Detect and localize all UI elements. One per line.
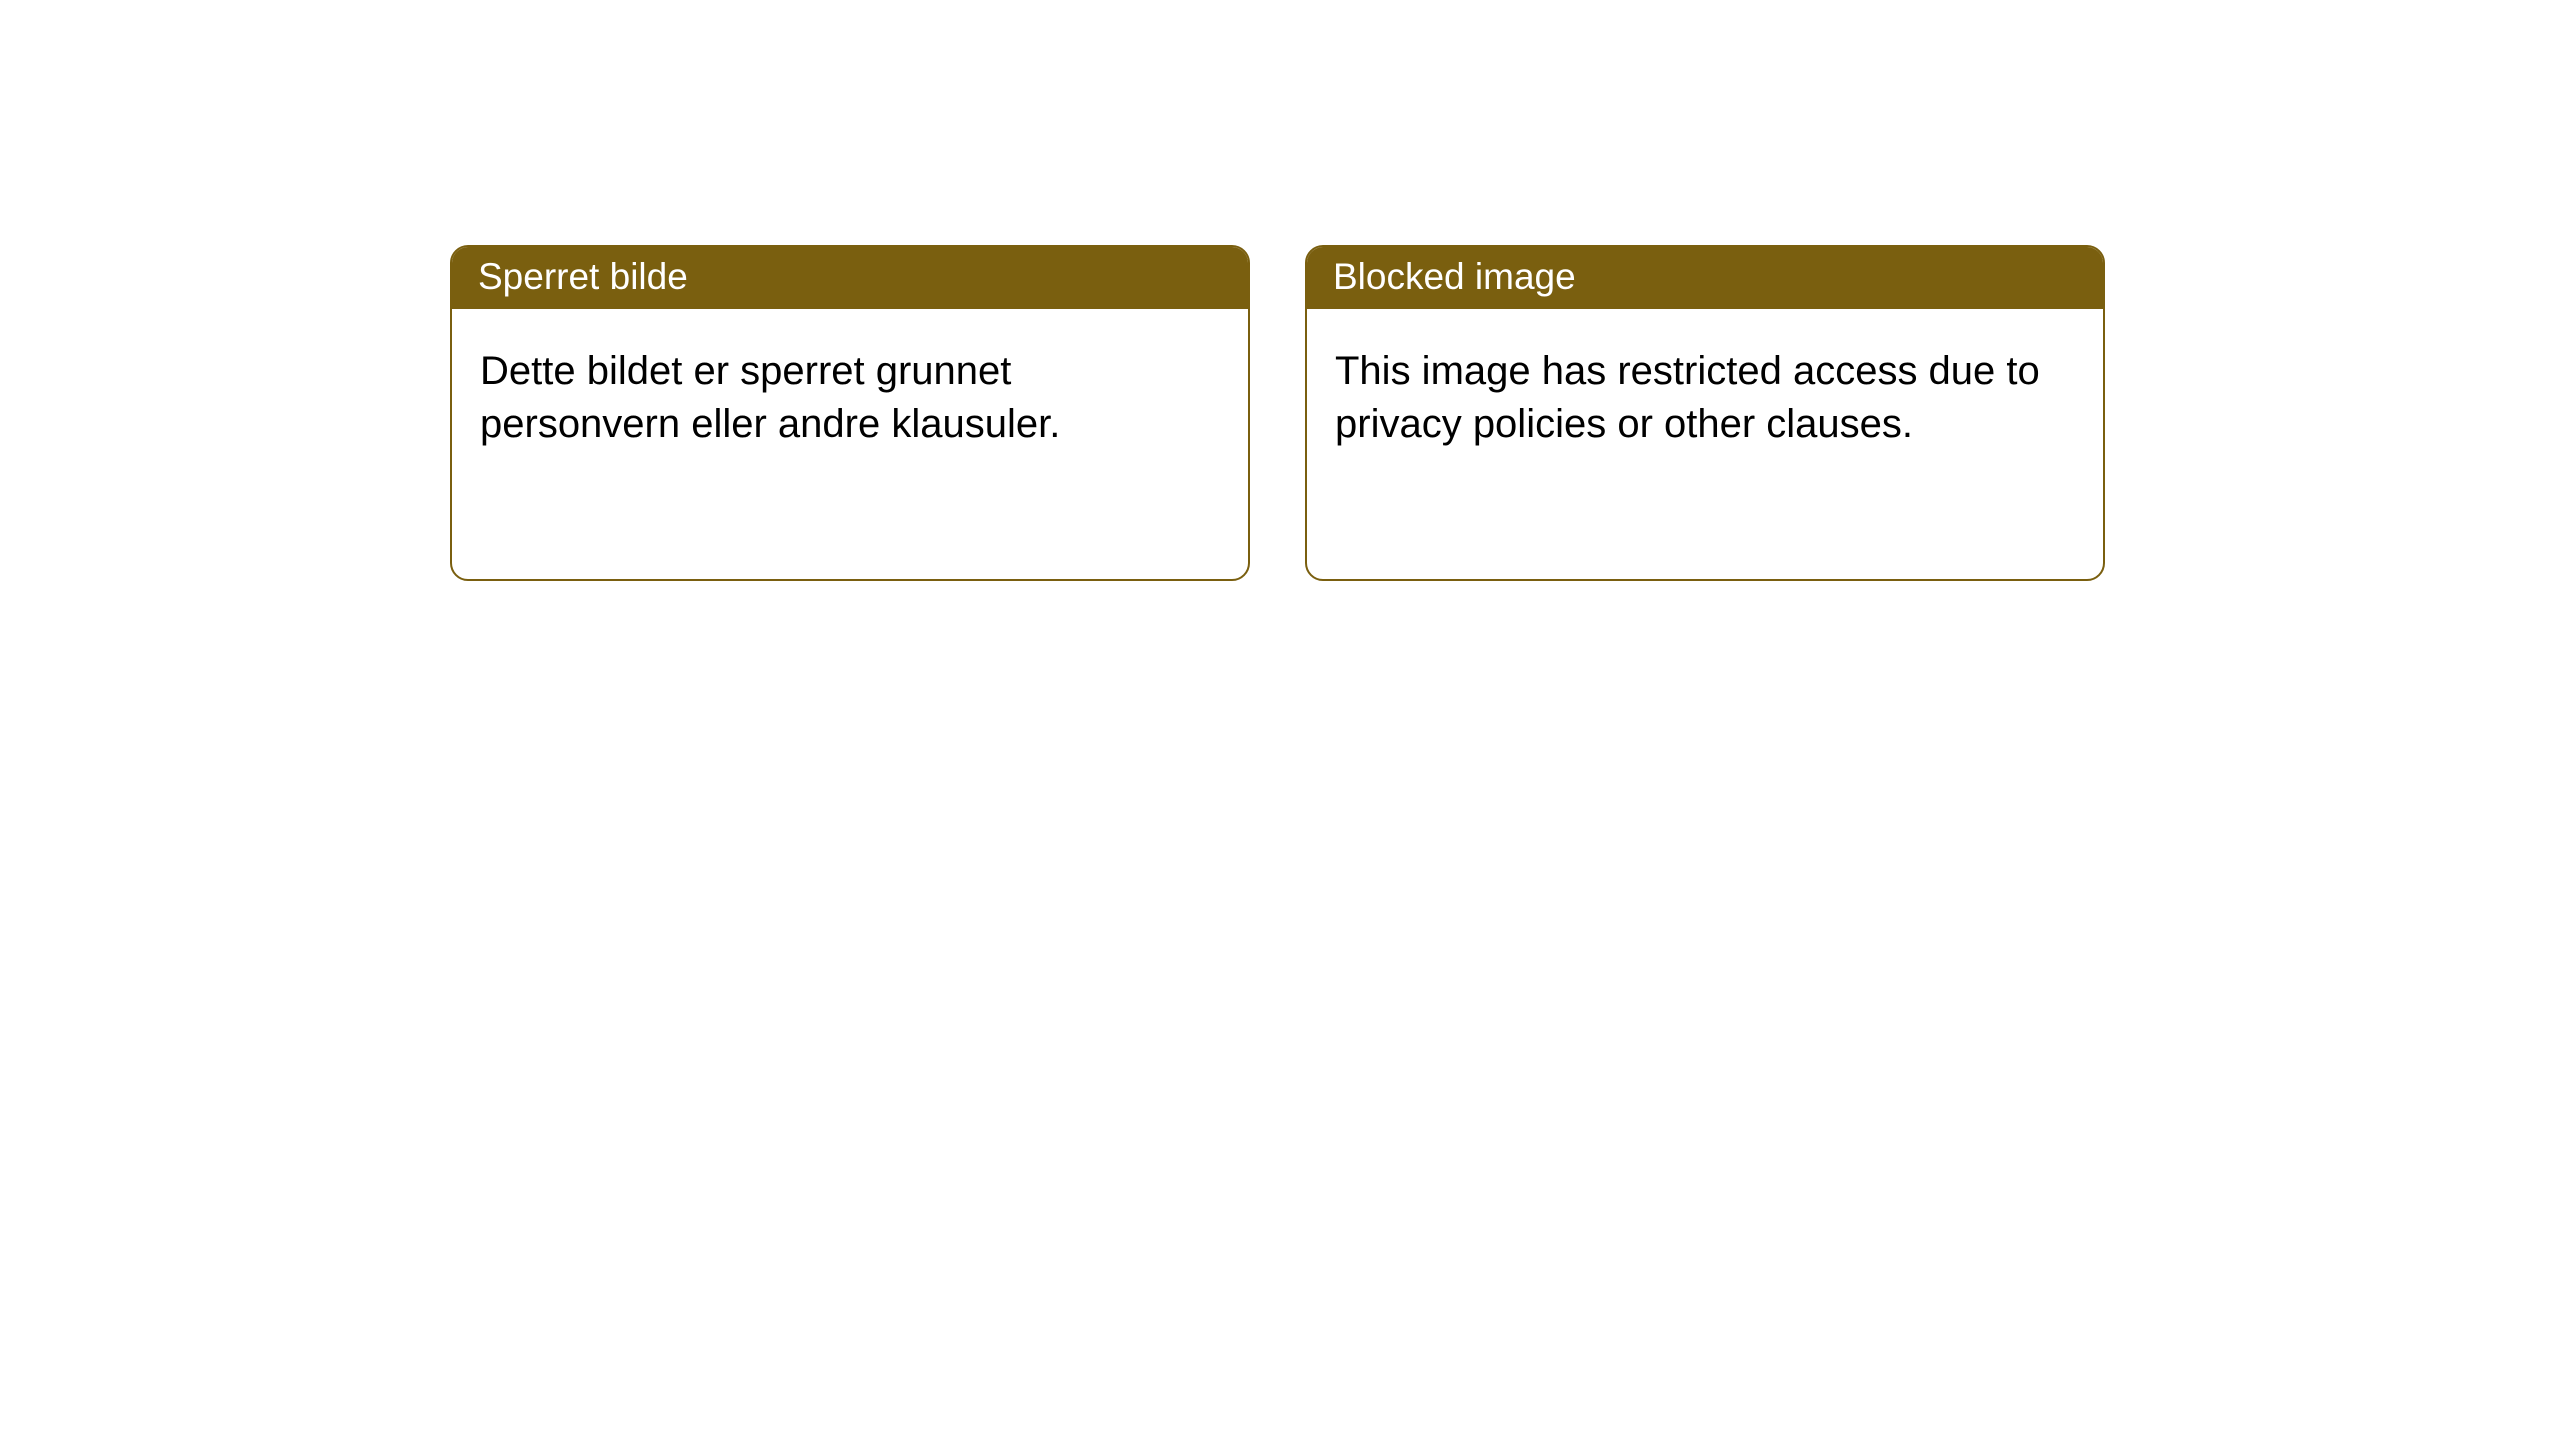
notice-title-english: Blocked image	[1307, 247, 2103, 309]
notice-body-english: This image has restricted access due to …	[1307, 309, 2103, 579]
notice-card-norwegian: Sperret bilde Dette bildet er sperret gr…	[450, 245, 1250, 581]
notice-body-norwegian: Dette bildet er sperret grunnet personve…	[452, 309, 1248, 579]
notice-title-norwegian: Sperret bilde	[452, 247, 1248, 309]
notice-container: Sperret bilde Dette bildet er sperret gr…	[450, 245, 2105, 581]
notice-card-english: Blocked image This image has restricted …	[1305, 245, 2105, 581]
